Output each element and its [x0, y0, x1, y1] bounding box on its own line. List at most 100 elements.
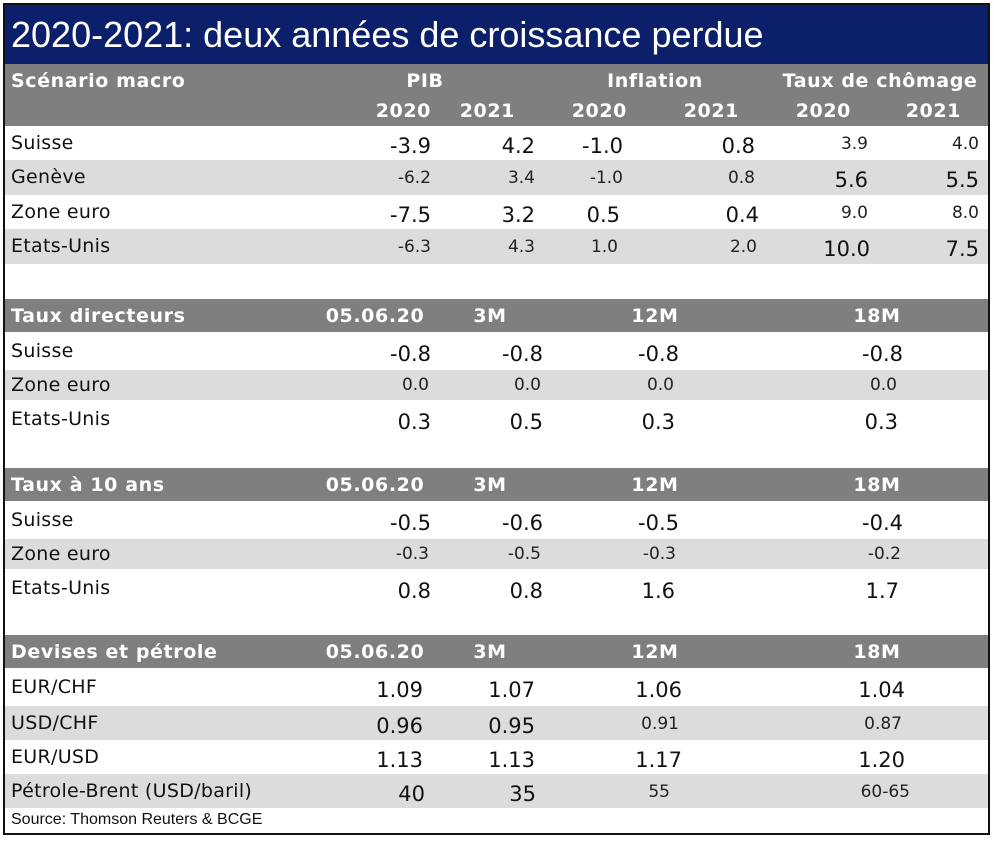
- cell: 1.07: [488, 678, 535, 702]
- row-label: Pétrole-Brent (USD/baril): [11, 780, 253, 802]
- cell: -0.8: [502, 342, 543, 366]
- table-row: Etats-Unis 0.3 0.5 0.3 0.3: [5, 400, 988, 438]
- cell: -0.3: [642, 544, 676, 564]
- col-18m: 18M: [853, 305, 901, 327]
- cell: -3.9: [390, 134, 431, 158]
- macro-year: 2020: [795, 100, 851, 122]
- cell: -6.2: [397, 168, 431, 188]
- row-label: USD/CHF: [11, 712, 99, 734]
- col-3m: 3M: [473, 305, 507, 327]
- section-title: Taux à 10 ans: [11, 474, 165, 496]
- cell: 0.5: [509, 410, 543, 434]
- cell: 0.0: [646, 375, 674, 395]
- cell: 0.8: [509, 579, 543, 603]
- cell: 7.5: [945, 237, 979, 261]
- macro-header-scenario: Scénario macro: [11, 70, 186, 92]
- cell: 0.8: [397, 579, 431, 603]
- cell: 35: [509, 782, 536, 806]
- cell: 0.3: [864, 410, 898, 434]
- table-row: Genève -6.2 3.4 -1.0 0.8 5.6 5.5: [5, 160, 988, 195]
- row-label: Zone euro: [11, 201, 111, 223]
- cell: 10.0: [823, 237, 870, 261]
- cell: 4.0: [951, 134, 979, 154]
- policy-rates-header: Taux directeurs 05.06.20 3M 12M 18M: [5, 299, 988, 332]
- col-3m: 3M: [473, 641, 507, 663]
- cell: -1.0: [582, 134, 623, 158]
- cell: 0.3: [641, 410, 675, 434]
- cell: 60-65: [860, 782, 910, 802]
- cell: 55: [648, 782, 670, 802]
- cell: 1.0: [590, 237, 618, 257]
- cell: 4.3: [507, 237, 535, 257]
- col-12m: 12M: [631, 474, 679, 496]
- table-row: EUR/CHF 1.09 1.07 1.06 1.04: [5, 668, 988, 706]
- currencies-oil-header: Devises et pétrole 05.06.20 3M 12M 18M: [5, 635, 988, 668]
- cell: 0.91: [641, 714, 679, 734]
- row-label: EUR/USD: [11, 746, 100, 768]
- section-title: Taux directeurs: [11, 305, 186, 327]
- cell: 8.0: [951, 203, 979, 223]
- macro-year: 2021: [905, 100, 961, 122]
- cell: 1.13: [376, 748, 423, 772]
- col-18m: 18M: [853, 641, 901, 663]
- macro-year: 2020: [571, 100, 627, 122]
- cell: 0.96: [376, 714, 423, 738]
- row-label: Suisse: [11, 509, 74, 531]
- cell: 3.2: [501, 203, 535, 227]
- macro-header-inflation: Inflation: [607, 70, 703, 92]
- table-row: Suisse -0.5 -0.6 -0.5 -0.4: [5, 501, 988, 539]
- cell: 9.0: [840, 203, 868, 223]
- cell: 5.5: [945, 168, 979, 192]
- cell: 1.7: [865, 579, 899, 603]
- col-12m: 12M: [631, 305, 679, 327]
- cell: -0.5: [638, 511, 679, 535]
- col-date: 05.06.20: [325, 641, 425, 663]
- cell: -0.2: [867, 544, 901, 564]
- cell: -7.5: [390, 203, 431, 227]
- row-label: Etats-Unis: [11, 235, 111, 257]
- cell: -0.4: [862, 511, 903, 535]
- cell: 0.95: [488, 714, 535, 738]
- row-label: Suisse: [11, 340, 74, 362]
- forecast-table: 2020-2021: deux années de croissance per…: [3, 3, 990, 835]
- table-row: Etats-Unis -6.3 4.3 1.0 2.0 10.0 7.5: [5, 229, 988, 264]
- cell: 1.09: [376, 678, 423, 702]
- row-label: Suisse: [11, 132, 74, 154]
- table-row: Zone euro -7.5 3.2 0.5 0.4 9.0 8.0: [5, 195, 988, 229]
- cell: 3.9: [840, 134, 868, 154]
- cell: 40: [398, 782, 425, 806]
- cell: 1.20: [858, 748, 905, 772]
- row-label: Etats-Unis: [11, 577, 111, 599]
- table-row: EUR/USD 1.13 1.13 1.17 1.20: [5, 740, 988, 774]
- col-12m: 12M: [631, 641, 679, 663]
- cell: 3.4: [507, 168, 535, 188]
- cell: 0.3: [397, 410, 431, 434]
- ten-year-rates-header: Taux à 10 ans 05.06.20 3M 12M 18M: [5, 468, 988, 501]
- cell: 0.8: [727, 168, 755, 188]
- row-label: EUR/CHF: [11, 676, 98, 698]
- macro-header-chomage: Taux de chômage: [782, 70, 978, 92]
- cell: -1.0: [589, 168, 623, 188]
- row-label: Zone euro: [11, 543, 111, 565]
- cell: 0.0: [869, 375, 897, 395]
- cell: -0.8: [390, 342, 431, 366]
- cell: -6.3: [397, 237, 431, 257]
- macro-header: Scénario macro PIB Inflation Taux de chô…: [5, 64, 988, 126]
- table-row: Pétrole-Brent (USD/baril) 40 35 55 60-65: [5, 774, 988, 808]
- cell: 1.6: [641, 579, 675, 603]
- cell: 5.6: [834, 168, 868, 192]
- col-date: 05.06.20: [325, 305, 425, 327]
- cell: 1.04: [858, 678, 905, 702]
- cell: -0.5: [507, 544, 541, 564]
- cell: -0.3: [395, 544, 429, 564]
- cell: 0.0: [513, 375, 541, 395]
- row-label: Genève: [11, 166, 86, 188]
- macro-header-pib: PIB: [406, 70, 444, 92]
- source-note: Source: Thomson Reuters & BCGE: [11, 811, 263, 828]
- cell: 0.5: [586, 203, 620, 227]
- cell: -0.5: [390, 511, 431, 535]
- table-row: Zone euro 0.0 0.0 0.0 0.0: [5, 370, 988, 400]
- table-row: Suisse -0.8 -0.8 -0.8 -0.8: [5, 332, 988, 370]
- table-row: Suisse -3.9 4.2 -1.0 0.8 3.9 4.0: [5, 126, 988, 160]
- table-row: Zone euro -0.3 -0.5 -0.3 -0.2: [5, 539, 988, 569]
